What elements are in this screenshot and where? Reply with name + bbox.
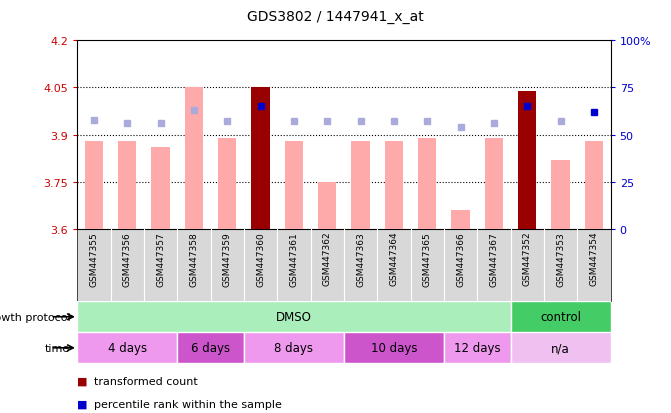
Text: GSM447367: GSM447367 xyxy=(489,231,499,286)
Bar xyxy=(218,138,236,229)
Text: GSM447358: GSM447358 xyxy=(189,231,199,286)
Bar xyxy=(484,138,503,229)
Bar xyxy=(285,142,303,229)
Text: DMSO: DMSO xyxy=(276,311,312,323)
Text: 10 days: 10 days xyxy=(370,342,417,354)
Text: GSM447361: GSM447361 xyxy=(289,231,299,286)
Text: GSM447363: GSM447363 xyxy=(356,231,365,286)
Text: GSM447356: GSM447356 xyxy=(123,231,132,286)
Text: 6 days: 6 days xyxy=(191,342,230,354)
Text: ■: ■ xyxy=(77,399,88,408)
Text: GSM447359: GSM447359 xyxy=(223,231,231,286)
Bar xyxy=(152,148,170,229)
Text: GSM447360: GSM447360 xyxy=(256,231,265,286)
FancyBboxPatch shape xyxy=(511,301,611,332)
Text: percentile rank within the sample: percentile rank within the sample xyxy=(94,399,282,408)
FancyBboxPatch shape xyxy=(77,332,177,363)
Text: 4 days: 4 days xyxy=(107,342,147,354)
Text: GSM447353: GSM447353 xyxy=(556,231,565,286)
Text: GDS3802 / 1447941_x_at: GDS3802 / 1447941_x_at xyxy=(247,10,424,24)
Text: time: time xyxy=(45,343,70,353)
FancyBboxPatch shape xyxy=(511,332,611,363)
Text: GSM447355: GSM447355 xyxy=(89,231,99,286)
Text: growth protocol: growth protocol xyxy=(0,312,70,322)
Text: transformed count: transformed count xyxy=(94,376,198,386)
Text: GSM447352: GSM447352 xyxy=(523,231,531,286)
FancyBboxPatch shape xyxy=(344,332,444,363)
Bar xyxy=(384,142,403,229)
Text: GSM447364: GSM447364 xyxy=(389,231,399,286)
FancyBboxPatch shape xyxy=(77,301,511,332)
Bar xyxy=(418,138,436,229)
Bar xyxy=(185,88,203,229)
Text: ■: ■ xyxy=(77,376,88,386)
Bar xyxy=(318,182,336,229)
Bar xyxy=(352,142,370,229)
Text: GSM447366: GSM447366 xyxy=(456,231,465,286)
Text: GSM447357: GSM447357 xyxy=(156,231,165,286)
Text: GSM447365: GSM447365 xyxy=(423,231,431,286)
Text: 12 days: 12 days xyxy=(454,342,501,354)
Bar xyxy=(518,91,536,229)
Bar xyxy=(118,142,136,229)
Text: GSM447362: GSM447362 xyxy=(323,231,331,286)
Bar xyxy=(452,210,470,229)
Text: n/a: n/a xyxy=(551,342,570,354)
Text: GSM447354: GSM447354 xyxy=(589,231,599,286)
FancyBboxPatch shape xyxy=(244,332,344,363)
Bar xyxy=(552,160,570,229)
FancyBboxPatch shape xyxy=(444,332,511,363)
Text: 8 days: 8 days xyxy=(274,342,313,354)
FancyBboxPatch shape xyxy=(177,332,244,363)
Bar xyxy=(252,88,270,229)
Bar xyxy=(584,142,603,229)
Text: control: control xyxy=(540,311,581,323)
Bar xyxy=(85,142,103,229)
